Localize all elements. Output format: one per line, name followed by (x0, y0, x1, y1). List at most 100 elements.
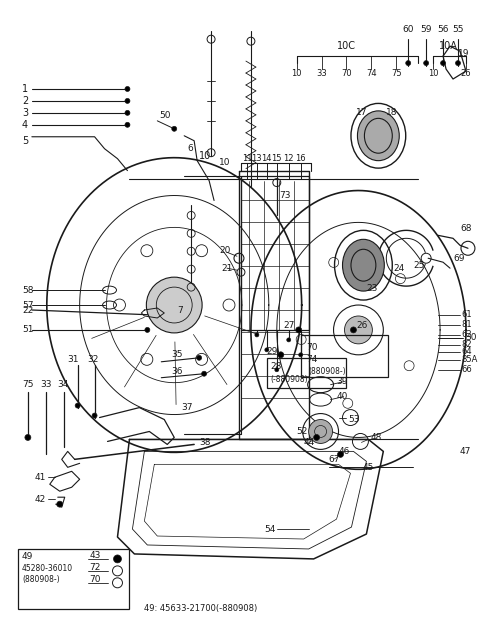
Text: 23: 23 (366, 283, 378, 293)
Text: 51: 51 (22, 326, 34, 334)
Text: 49: 45633-21700(-880908): 49: 45633-21700(-880908) (144, 604, 258, 613)
Text: 72: 72 (90, 563, 101, 572)
Circle shape (25, 434, 31, 441)
Text: 6: 6 (187, 144, 193, 154)
Circle shape (57, 501, 63, 507)
Text: 64: 64 (461, 348, 472, 356)
Circle shape (456, 61, 460, 66)
Text: (-880908): (-880908) (271, 375, 309, 384)
Text: 10: 10 (219, 158, 230, 167)
Circle shape (313, 434, 320, 441)
Circle shape (287, 338, 291, 342)
Text: 10: 10 (428, 69, 438, 77)
Bar (300, 335, 388, 377)
Text: 52: 52 (297, 427, 308, 436)
Circle shape (125, 99, 130, 104)
Text: 10: 10 (199, 150, 211, 161)
Text: 62: 62 (461, 330, 472, 339)
Text: 31: 31 (68, 355, 79, 364)
Text: 38: 38 (199, 438, 211, 447)
Text: 2: 2 (22, 96, 28, 106)
Text: 70: 70 (341, 69, 352, 77)
Text: (880908-): (880908-) (22, 575, 60, 584)
Text: 37: 37 (181, 403, 192, 412)
Circle shape (299, 353, 303, 357)
Circle shape (125, 110, 130, 115)
Circle shape (75, 403, 80, 408)
Circle shape (278, 352, 284, 358)
Text: 26: 26 (357, 321, 368, 331)
Text: 32: 32 (88, 355, 99, 364)
Bar (241, 175, 309, 330)
Text: 3: 3 (22, 108, 28, 118)
Text: 29: 29 (267, 348, 278, 356)
Text: 53: 53 (348, 415, 360, 424)
Text: 43: 43 (90, 552, 101, 560)
Circle shape (424, 61, 429, 66)
Text: 75: 75 (391, 69, 402, 77)
Text: 27: 27 (284, 321, 295, 331)
Circle shape (255, 333, 259, 337)
Text: 42: 42 (35, 495, 46, 504)
Circle shape (113, 555, 121, 563)
Text: 48: 48 (371, 433, 382, 442)
Text: 22: 22 (22, 306, 33, 314)
Text: 17: 17 (357, 109, 368, 117)
Text: 47: 47 (460, 447, 471, 456)
Text: 30: 30 (465, 333, 477, 343)
Text: 70: 70 (307, 343, 318, 353)
Text: 33: 33 (316, 69, 327, 77)
Text: 60: 60 (402, 25, 414, 34)
Text: 81: 81 (461, 321, 472, 329)
Text: 36: 36 (171, 368, 183, 376)
Text: 74: 74 (307, 355, 318, 364)
Text: 11: 11 (241, 154, 252, 163)
Circle shape (406, 61, 411, 66)
Text: 46: 46 (338, 447, 350, 456)
Text: 10A: 10A (439, 41, 457, 51)
Text: 67: 67 (329, 455, 340, 464)
Text: 75: 75 (22, 380, 34, 389)
Text: 41: 41 (35, 473, 46, 482)
Bar (18, 549, 130, 608)
Text: 66: 66 (461, 365, 472, 374)
Text: 20: 20 (219, 246, 230, 255)
Text: 58: 58 (22, 286, 34, 295)
Text: 85A: 85A (461, 355, 478, 364)
Text: 61: 61 (461, 311, 472, 319)
Text: 50: 50 (159, 111, 171, 120)
Text: 10C: 10C (337, 41, 356, 51)
Circle shape (265, 348, 269, 352)
Circle shape (337, 451, 344, 457)
Circle shape (345, 316, 372, 344)
Circle shape (197, 355, 202, 360)
Text: 10: 10 (291, 69, 302, 77)
Text: 19: 19 (458, 49, 469, 57)
Text: 12: 12 (284, 154, 294, 163)
Circle shape (145, 328, 150, 333)
Circle shape (172, 126, 177, 131)
Circle shape (125, 122, 130, 127)
Text: 15: 15 (272, 154, 282, 163)
Text: 59: 59 (420, 25, 432, 34)
Text: 33: 33 (40, 380, 51, 389)
Text: 34: 34 (58, 380, 69, 389)
Circle shape (309, 419, 333, 444)
Text: 70: 70 (90, 575, 101, 584)
Text: 45280-36010: 45280-36010 (22, 564, 73, 573)
Text: 18: 18 (386, 109, 398, 117)
Text: 1: 1 (22, 84, 28, 94)
Circle shape (275, 368, 279, 372)
Text: 68: 68 (460, 224, 471, 233)
Text: 54: 54 (264, 525, 275, 534)
Circle shape (350, 327, 357, 333)
Circle shape (146, 277, 202, 333)
Text: 7: 7 (177, 306, 183, 314)
Text: 57: 57 (22, 301, 34, 310)
Text: 21: 21 (221, 264, 232, 273)
Text: 24: 24 (393, 264, 405, 273)
Text: (880908-): (880908-) (309, 368, 346, 376)
Text: 4: 4 (22, 120, 28, 130)
Text: 49: 49 (22, 552, 33, 562)
Text: 40: 40 (336, 392, 348, 401)
